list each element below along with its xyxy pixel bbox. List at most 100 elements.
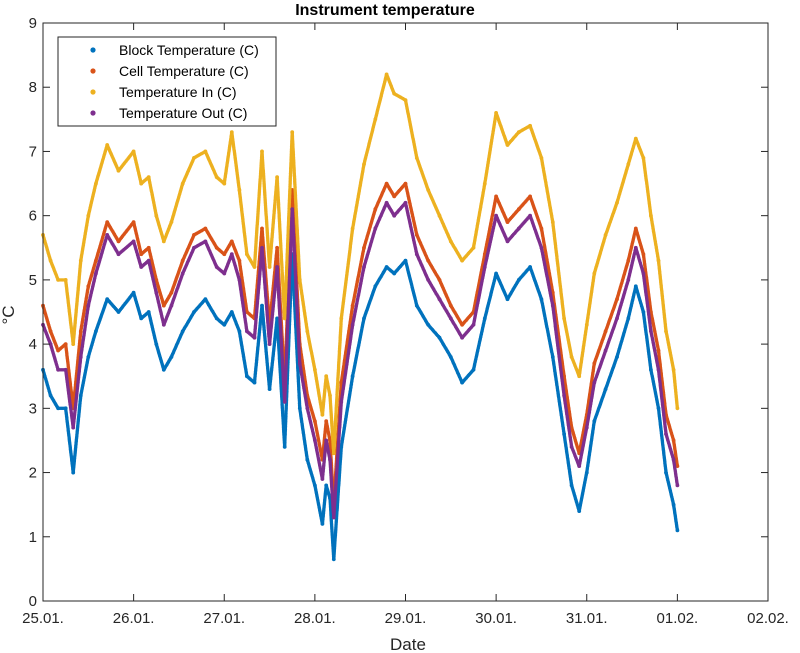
data-point: [245, 374, 249, 379]
data-point: [649, 367, 653, 372]
data-point: [403, 258, 408, 263]
data-point: [460, 322, 464, 327]
data-point: [437, 278, 442, 282]
data-point: [260, 226, 264, 231]
data-point: [161, 367, 166, 372]
data-point: [237, 329, 242, 334]
data-point: [384, 181, 389, 186]
data-point: [414, 303, 419, 308]
data-point: [528, 194, 532, 199]
data-point: [675, 528, 680, 533]
data-point: [139, 316, 144, 321]
data-point: [260, 303, 264, 308]
data-point: [214, 245, 219, 250]
data-point: [78, 329, 83, 334]
data-point: [331, 557, 336, 562]
data-point: [403, 181, 408, 186]
data-point: [562, 432, 566, 436]
data-point: [494, 271, 498, 276]
data-point: [656, 406, 661, 411]
data-point: [426, 322, 431, 327]
data-point: [252, 380, 257, 385]
data-point: [203, 297, 208, 302]
data-point: [577, 509, 582, 513]
data-point: [297, 406, 302, 411]
data-point: [633, 284, 638, 289]
data-point: [505, 297, 510, 302]
data-point: [105, 297, 110, 302]
data-point: [516, 278, 521, 282]
data-point: [229, 310, 234, 314]
data-point: [539, 226, 544, 231]
data-point: [146, 245, 151, 250]
data-point: [237, 258, 242, 263]
data-point: [671, 438, 676, 443]
data-point: [569, 483, 574, 488]
data-point: [592, 419, 597, 424]
data-point: [603, 329, 608, 334]
data-point: [131, 290, 136, 295]
data-point: [229, 239, 234, 244]
data-point: [305, 457, 310, 462]
data-point: [320, 522, 325, 526]
data-point: [584, 470, 589, 475]
data-point: [105, 220, 110, 225]
data-point: [641, 310, 646, 314]
data-point: [550, 355, 555, 359]
data-point: [350, 374, 355, 379]
data-point: [192, 233, 196, 237]
data-point: [78, 393, 83, 398]
data-point: [460, 380, 464, 385]
data-point: [180, 258, 185, 263]
data-point: [505, 220, 510, 225]
data-point: [448, 355, 453, 359]
data-point: [437, 335, 442, 340]
data-point: [626, 258, 631, 263]
data-point: [275, 316, 279, 321]
data-point: [373, 284, 378, 289]
data-point: [384, 265, 389, 269]
data-point: [56, 406, 60, 411]
data-point: [48, 329, 53, 334]
data-point: [94, 329, 98, 334]
data-point: [275, 245, 279, 250]
data-point: [664, 470, 668, 475]
data-point: [615, 297, 619, 302]
data-point: [56, 348, 60, 353]
data-point: [116, 310, 121, 314]
data-point: [169, 355, 174, 359]
data-point: [313, 419, 317, 424]
data-point: [192, 310, 196, 314]
data-point: [222, 252, 227, 257]
data-point: [48, 393, 53, 398]
data-point: [161, 303, 166, 308]
data-point: [392, 271, 397, 276]
data-point: [139, 252, 144, 257]
data-point: [516, 207, 521, 212]
data-point: [86, 355, 91, 359]
data-point: [633, 226, 638, 231]
data-point: [626, 316, 631, 321]
data-point: [86, 284, 91, 289]
data-point: [494, 194, 498, 199]
data-point: [414, 233, 419, 237]
data-point: [313, 483, 317, 488]
data-point: [671, 502, 676, 507]
data-point: [641, 252, 646, 257]
data-point: [592, 361, 597, 366]
data-point: [603, 387, 608, 391]
data-point: [392, 194, 397, 199]
data-point: [154, 342, 159, 346]
series-layer: [41, 72, 680, 562]
data-point: [222, 322, 227, 327]
data-point: [63, 342, 68, 346]
data-point: [482, 316, 487, 321]
data-point: [146, 310, 151, 314]
data-point: [94, 258, 98, 263]
data-point: [324, 483, 329, 488]
data-point: [656, 348, 661, 353]
data-point: [169, 290, 174, 295]
data-point: [214, 316, 219, 321]
data-point: [350, 303, 355, 308]
